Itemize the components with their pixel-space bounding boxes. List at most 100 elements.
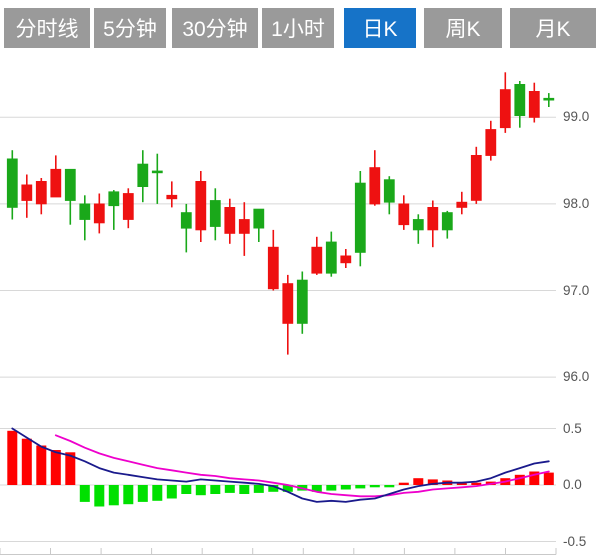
- macd-bar-positive: [427, 479, 438, 485]
- candle-body-up: [296, 279, 308, 324]
- macd-bar-negative: [326, 485, 337, 491]
- macd-bar-negative: [108, 485, 119, 506]
- candle-body-down: [470, 155, 482, 201]
- tab-5min-label: 5分钟: [103, 18, 157, 41]
- macd-bar-positive: [456, 482, 467, 485]
- macd-bar-negative: [384, 485, 395, 488]
- price-ytick-label: 97.0: [563, 282, 590, 298]
- macd-plot: [0, 427, 557, 555]
- macd-bar-negative: [224, 485, 235, 493]
- candle-body-up: [441, 212, 453, 231]
- macd-bar-negative: [282, 485, 293, 492]
- candle-body-up: [209, 200, 221, 227]
- macd-bar-positive: [413, 478, 424, 485]
- candlestick-price-panel[interactable]: 99.0 98.0 97.0 96.0: [0, 55, 601, 410]
- candle-body-up: [543, 97, 555, 101]
- price-ytick-label: 99.0: [563, 109, 590, 125]
- macd-bar-positive: [471, 482, 482, 485]
- candle-series: [6, 72, 555, 355]
- macd-bar-negative: [239, 485, 250, 494]
- candle-body-down: [166, 194, 178, 200]
- macd-bar-negative: [311, 485, 322, 492]
- macd-bar-negative: [152, 485, 163, 501]
- candle-body-down: [224, 206, 236, 234]
- candle-body-up: [253, 208, 265, 229]
- macd-ytick-label: 0.5: [563, 420, 582, 436]
- macd-bar-negative: [123, 485, 134, 505]
- candle-body-up: [412, 219, 424, 231]
- candle-body-up: [383, 179, 395, 203]
- tab-monthk-label: 月K: [535, 18, 571, 41]
- macd-bar-negative: [268, 485, 279, 492]
- candle-body-down: [456, 201, 468, 208]
- macd-bar-negative: [195, 485, 206, 496]
- candle-body-down: [311, 246, 323, 274]
- candle-body-up: [180, 212, 192, 229]
- candle-body-up: [79, 203, 91, 220]
- candle-body-up: [354, 182, 366, 253]
- macd-bar-positive: [21, 438, 32, 485]
- candle-body-down: [369, 167, 381, 205]
- candle-body-down: [238, 219, 250, 234]
- tab-monthk[interactable]: 月K: [510, 8, 596, 48]
- tab-5min[interactable]: 5分钟: [94, 8, 166, 48]
- tab-30min[interactable]: 30分钟: [172, 8, 258, 48]
- macd-bar-positive: [514, 474, 525, 485]
- macd-bar-positive: [529, 471, 540, 485]
- candle-body-down: [282, 283, 294, 324]
- candle-body-down: [195, 181, 207, 231]
- candle-body-down: [50, 168, 62, 198]
- candle-body-down: [35, 181, 47, 205]
- tab-dayk-label: 日K: [362, 18, 398, 41]
- candle-body-up: [64, 168, 76, 201]
- price-ytick-label: 98.0: [563, 195, 590, 211]
- macd-bar-positive: [50, 450, 61, 485]
- macd-dea-line: [54, 434, 550, 498]
- macd-dif-line: [11, 427, 550, 503]
- macd-bar-negative: [355, 485, 366, 489]
- tab-1hour-label: 1小时: [271, 18, 325, 41]
- macd-bar-negative: [181, 485, 192, 494]
- macd-bar-negative: [340, 485, 351, 490]
- macd-ytick-label: 0.0: [563, 477, 582, 492]
- macd-bar-positive: [7, 430, 18, 485]
- price-ytick-label: 96.0: [563, 369, 590, 385]
- tab-weekk[interactable]: 周K: [424, 8, 502, 48]
- candlestick-plot: [0, 72, 556, 378]
- candle-body-down: [93, 203, 105, 224]
- macd-bar-negative: [210, 485, 221, 494]
- candle-body-down: [485, 129, 497, 156]
- macd-bar-positive: [36, 445, 47, 485]
- tab-timeline[interactable]: 分时线: [4, 8, 90, 48]
- candle-body-up: [514, 83, 526, 117]
- candle-body-down: [528, 91, 540, 118]
- candle-body-up: [108, 191, 120, 207]
- macd-bar-positive: [65, 452, 76, 485]
- macd-indicator-panel[interactable]: 0.5 0.0 -0.5: [0, 415, 601, 555]
- macd-histogram: [7, 430, 554, 507]
- candle-body-down: [398, 203, 410, 226]
- macd-bar-negative: [137, 485, 148, 502]
- macd-ytick-label: -0.5: [563, 533, 587, 549]
- tab-weekk-label: 周K: [445, 18, 481, 41]
- candle-body-down: [267, 246, 279, 290]
- candle-body-up: [137, 163, 149, 187]
- period-tab-bar: 分时线 5分钟 30分钟 1小时 日K 周K 月K: [0, 0, 601, 55]
- macd-bar-positive: [398, 482, 409, 485]
- macd-bar-negative: [166, 485, 177, 499]
- candle-body-down: [122, 193, 134, 220]
- tab-dayk[interactable]: 日K: [344, 8, 416, 48]
- candle-body-down: [21, 184, 33, 201]
- candle-body-down: [499, 89, 511, 129]
- tab-timeline-label: 分时线: [15, 18, 79, 41]
- candle-body-up: [325, 241, 337, 274]
- candle-body-down: [427, 206, 439, 231]
- candle-body-up: [6, 158, 18, 208]
- macd-bar-negative: [369, 485, 380, 488]
- macd-bar-negative: [253, 485, 264, 493]
- candle-body-up: [151, 170, 163, 174]
- tab-1hour[interactable]: 1小时: [262, 8, 334, 48]
- macd-bar-negative: [79, 485, 90, 502]
- macd-bar-positive: [543, 472, 554, 485]
